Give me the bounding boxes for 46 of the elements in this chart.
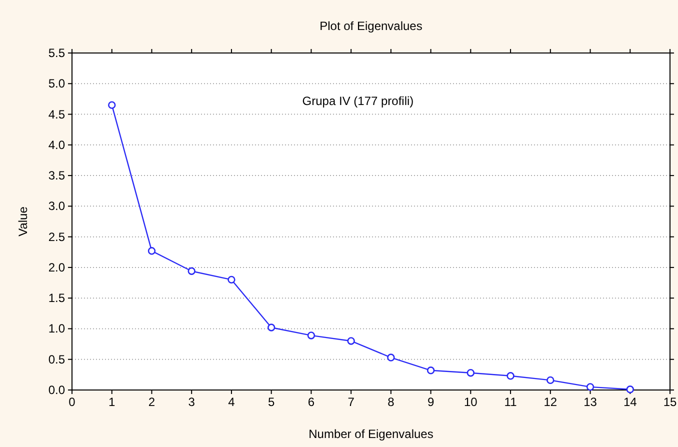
point bbox=[586, 383, 594, 391]
y-tick-label: 4.5 bbox=[48, 107, 66, 122]
x-tick-label: 13 bbox=[584, 395, 598, 409]
x-tick-label: 4 bbox=[228, 395, 236, 409]
point bbox=[267, 324, 276, 332]
point bbox=[426, 366, 435, 374]
point bbox=[307, 332, 316, 340]
point bbox=[228, 276, 236, 284]
x-tick-label: 15 bbox=[663, 395, 677, 409]
y-tick-label: 5.0 bbox=[48, 76, 66, 91]
point bbox=[108, 101, 116, 109]
point bbox=[466, 368, 475, 377]
y-tick-label: 5.5 bbox=[48, 46, 66, 60]
y-tick-label: 1.5 bbox=[48, 291, 66, 306]
y-tick-label: 0.0 bbox=[48, 383, 66, 397]
x-tick-label: 2 bbox=[148, 395, 156, 409]
y-tick-label: 4.0 bbox=[48, 138, 66, 152]
x-tick-label: 6 bbox=[308, 395, 315, 409]
chart-title: Plot of Eigenvalues bbox=[320, 19, 422, 33]
x-tick-label: 10 bbox=[464, 395, 478, 409]
point bbox=[546, 376, 554, 384]
point bbox=[347, 337, 355, 345]
point bbox=[387, 354, 395, 362]
y-tick-label: 3.0 bbox=[48, 199, 66, 214]
y-tick-label: 2.5 bbox=[48, 230, 66, 244]
annotation: Grupa IV (177 profili) bbox=[302, 94, 414, 108]
x-tick-label: 11 bbox=[504, 395, 518, 409]
y-tick-label: 2.0 bbox=[48, 260, 66, 274]
y-axis-title: Value bbox=[16, 206, 30, 236]
x-tick-label: 14 bbox=[623, 395, 638, 409]
y-tick-label: 1.0 bbox=[48, 322, 66, 336]
x-tick-label: 5 bbox=[268, 395, 275, 409]
point bbox=[506, 372, 514, 380]
x-axis-title: Number of Eigenvalues bbox=[308, 427, 434, 441]
x-tick-label: 7 bbox=[348, 395, 355, 409]
point bbox=[148, 247, 156, 255]
x-tick-label: 1 bbox=[108, 395, 116, 409]
x-tick-label: 12 bbox=[544, 395, 558, 409]
x-tick-label: 9 bbox=[427, 395, 434, 409]
x-tick-label: 0 bbox=[68, 395, 76, 409]
point bbox=[188, 267, 196, 275]
y-tick-label: 0.5 bbox=[48, 352, 66, 366]
x-tick-label: 3 bbox=[188, 395, 196, 409]
x-tick-label: 8 bbox=[388, 395, 395, 409]
y-tick-label: 3.5 bbox=[48, 168, 66, 183]
point bbox=[626, 386, 634, 394]
